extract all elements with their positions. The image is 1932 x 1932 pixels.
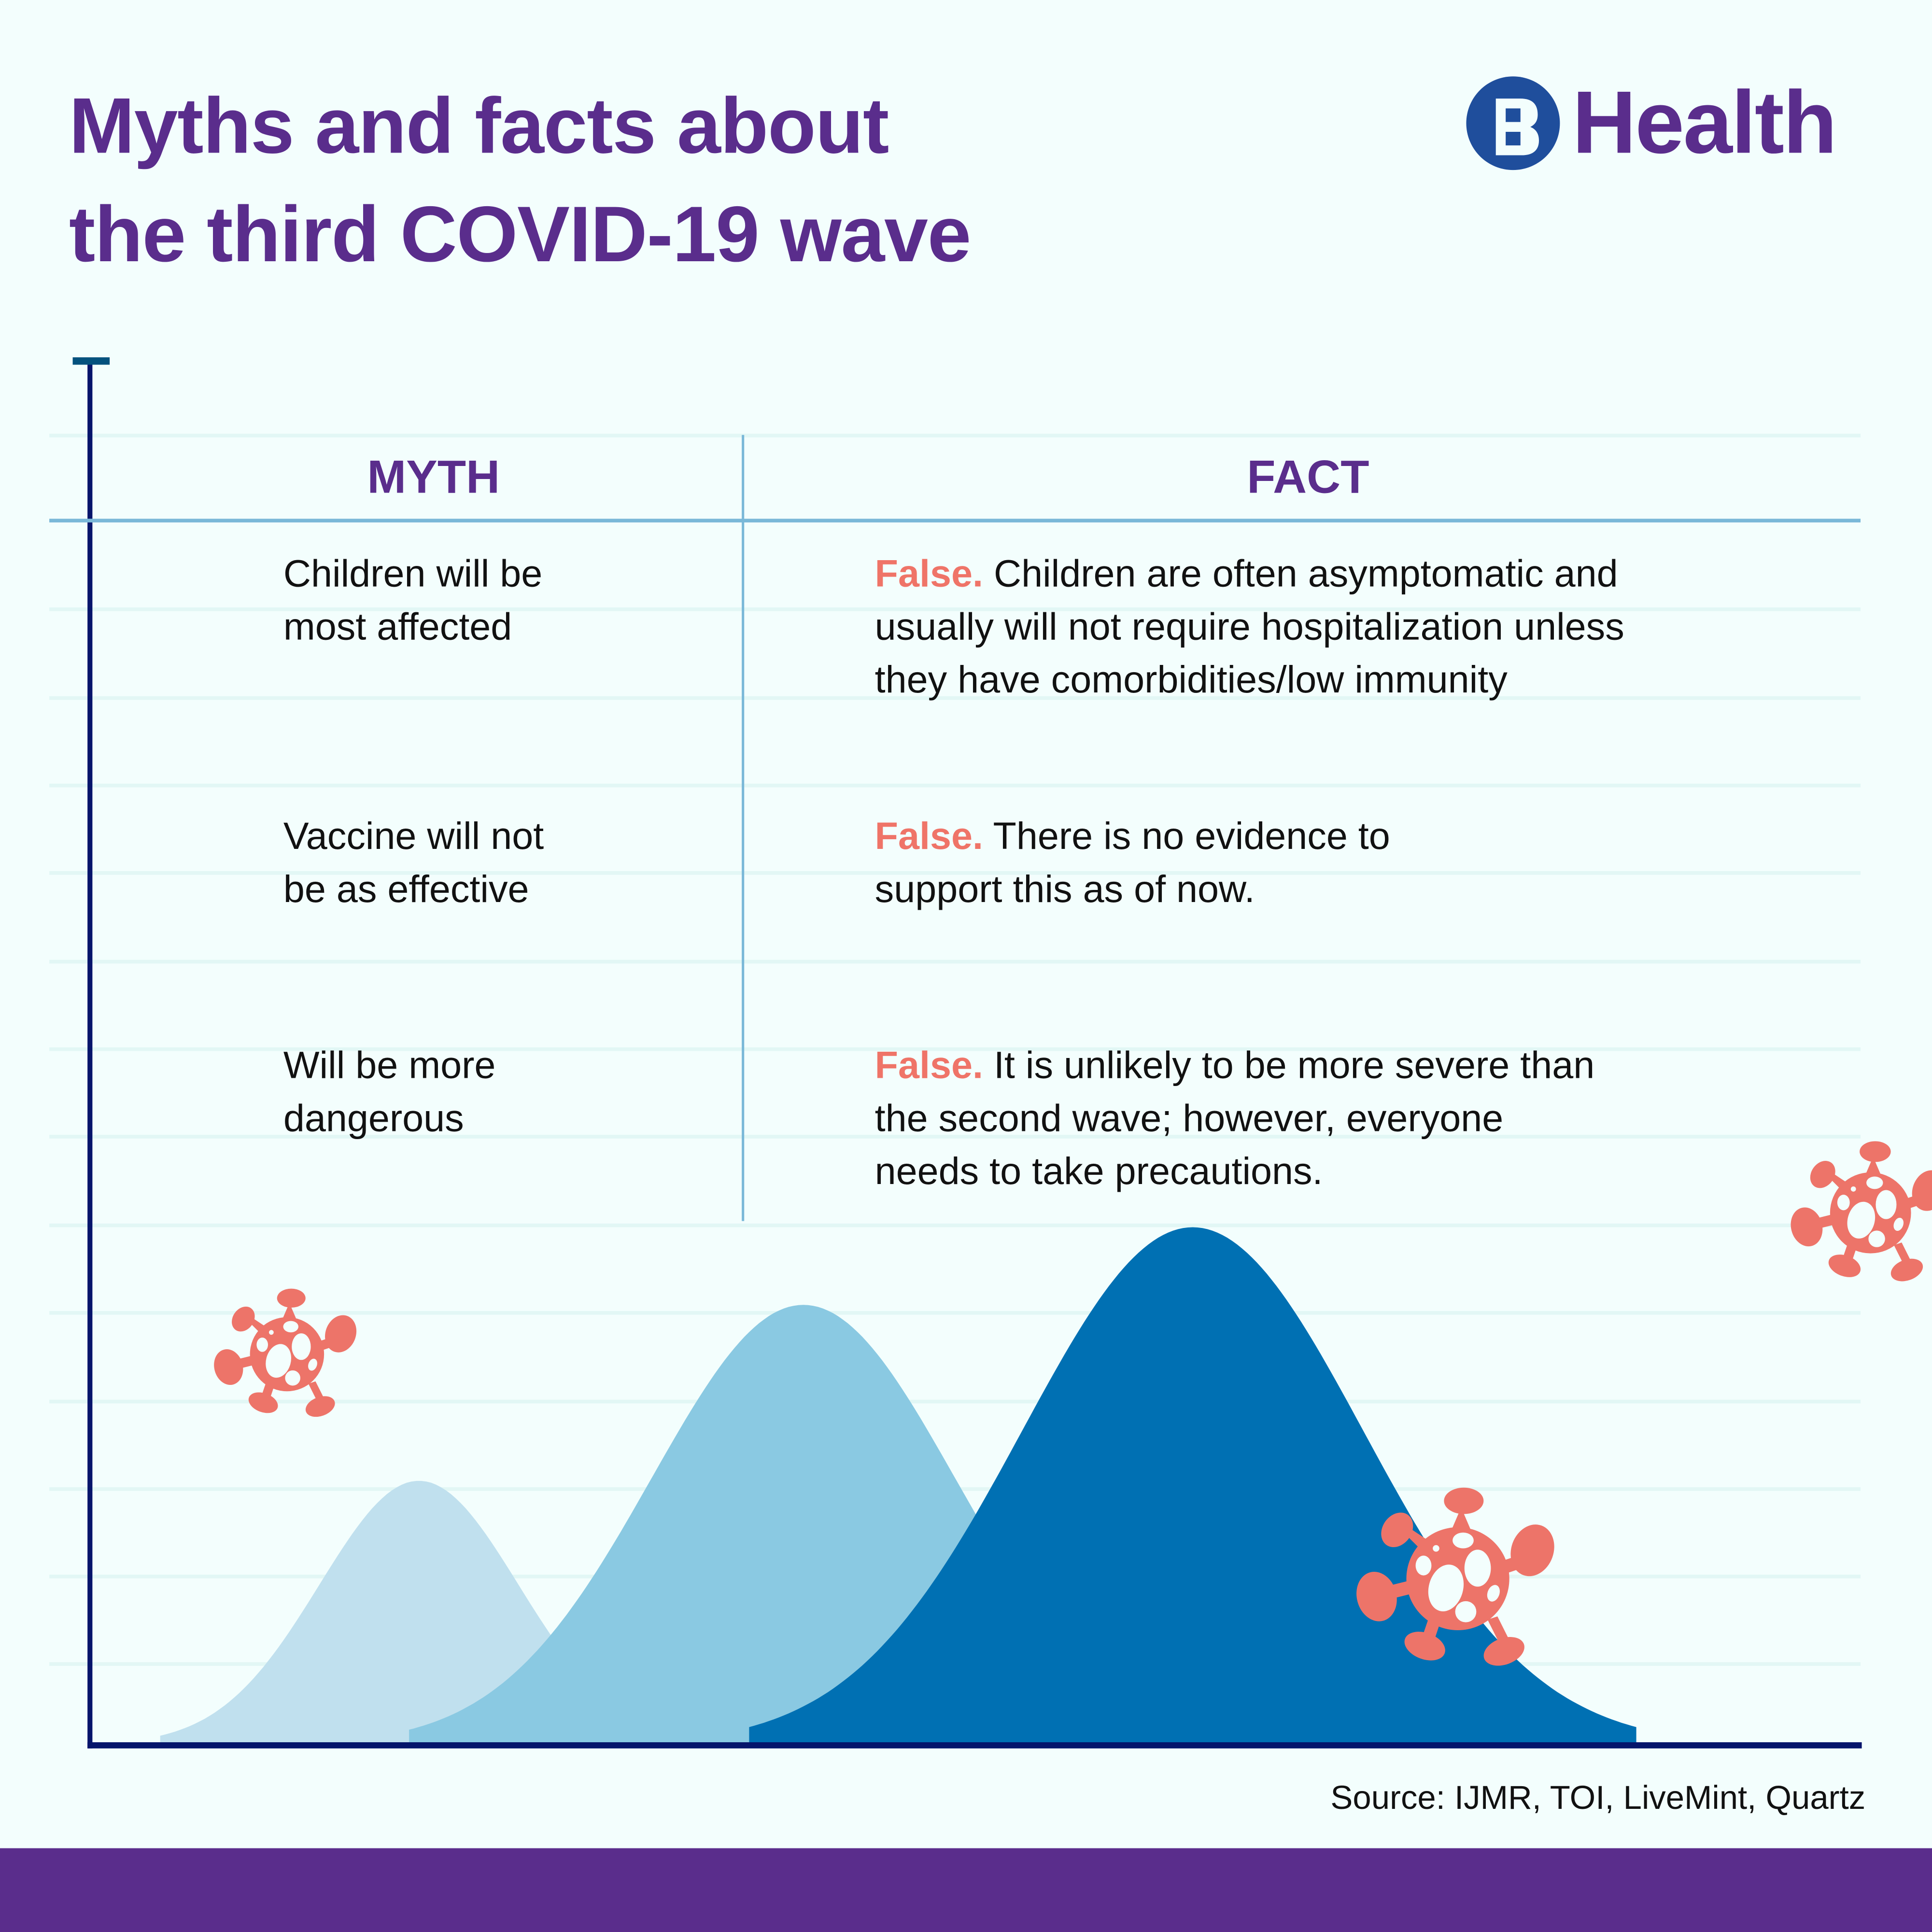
gridline <box>49 1223 1861 1227</box>
gridline <box>49 607 1861 611</box>
fact-cell: False. There is no evidence to support t… <box>874 814 1390 911</box>
gridline <box>49 959 1861 964</box>
third-wave <box>749 1227 1636 1745</box>
source-citation: Source: IJMR, TOI, LiveMint, Quartz <box>1330 1779 1866 1817</box>
virus-icon <box>1353 1487 1556 1666</box>
footer-bar <box>0 1848 1932 1932</box>
virus-icon <box>212 1288 357 1417</box>
myth-cell: Vaccine will not be as effective <box>283 814 544 911</box>
fact-header: FACT <box>1247 452 1369 504</box>
column-separator <box>742 435 745 1221</box>
logo-b-icon <box>1466 76 1560 170</box>
title-line-1: Myths and facts about <box>69 81 889 170</box>
page-title: Myths and facts about the third COVID-19… <box>69 71 972 288</box>
false-label: False. <box>874 552 983 595</box>
myth-cell: Children will be most affected <box>283 552 543 649</box>
y-axis <box>87 361 93 1749</box>
gridline <box>49 1047 1861 1051</box>
myth-header: MYTH <box>367 452 500 504</box>
fact-cell: False. It is unlikely to be more severe … <box>874 1044 1595 1193</box>
x-axis <box>87 1742 1862 1749</box>
gridline <box>49 871 1861 875</box>
header-separator <box>49 519 1861 522</box>
gridline <box>49 1311 1861 1315</box>
false-label: False. <box>874 814 983 858</box>
gridline <box>49 1399 1861 1404</box>
brand-name: Health <box>1572 74 1837 173</box>
title-line-2: the third COVID-19 wave <box>69 189 972 279</box>
brand-logo: Health <box>1466 74 1837 173</box>
virus-icon <box>1789 1141 1932 1282</box>
gridline <box>49 783 1861 788</box>
myth-cell: Will be more dangerous <box>283 1044 496 1140</box>
fact-cell: False. Children are often asymptomatic a… <box>874 552 1624 701</box>
y-axis-cap <box>72 357 110 365</box>
gridline <box>49 696 1861 700</box>
false-label: False. <box>874 1044 983 1087</box>
gridline <box>49 1135 1861 1139</box>
gridline <box>49 434 1861 437</box>
